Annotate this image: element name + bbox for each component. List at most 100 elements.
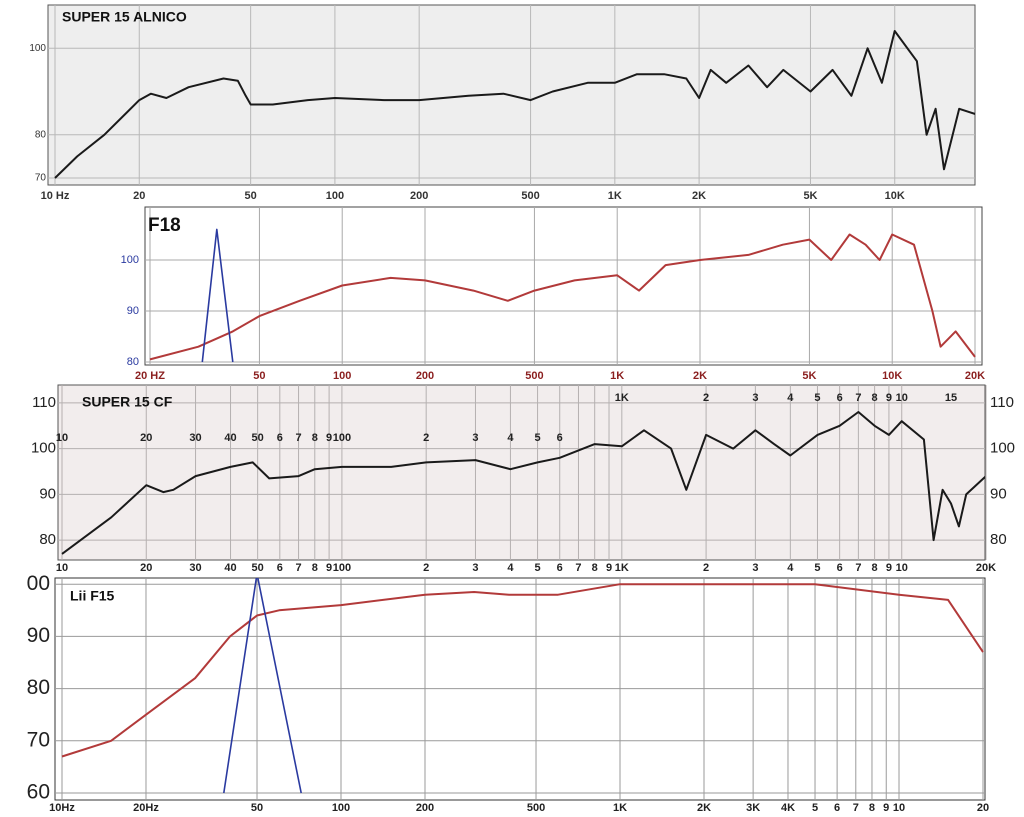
x-tick-label: 9: [883, 802, 889, 814]
x-tick-label: 5: [535, 562, 541, 574]
x-tick-label: 4: [787, 562, 794, 574]
x-tick-label: 500: [521, 190, 539, 202]
x-tick-label: 20 HZ: [135, 370, 165, 382]
y-tick-label: 60: [27, 781, 50, 804]
x2-tick-label: 10: [896, 392, 908, 404]
x2-tick-label: 6: [557, 432, 563, 444]
x-tick-label: 20: [140, 562, 152, 574]
plot-background: [57, 384, 986, 561]
x-tick-label: 2: [423, 562, 429, 574]
y-tick-label: 80: [39, 531, 56, 548]
x-tick-label: 8: [592, 562, 598, 574]
x-tick-label: 200: [416, 370, 434, 382]
y2-tick-label: 90: [990, 485, 1007, 502]
x-tick-label: 7: [295, 562, 301, 574]
x2-tick-label: 20: [140, 432, 152, 444]
x-tick-label: 40: [224, 562, 236, 574]
x2-tick-label: 5: [535, 432, 541, 444]
x-tick-label: 100: [333, 370, 351, 382]
series-line: [61, 583, 984, 758]
x-tick-label: 6: [834, 802, 840, 814]
x-tick-label: 20Hz: [133, 802, 159, 814]
y-tick-label: 00: [27, 572, 50, 595]
plot-background: [144, 206, 983, 366]
x-tick-label: 50: [245, 190, 257, 202]
x-tick-label: 20: [133, 190, 145, 202]
x-tick-label: 10 Hz: [41, 190, 70, 202]
x-tick-label: 9: [326, 562, 332, 574]
series-line: [149, 233, 976, 361]
y2-tick-label: 80: [990, 531, 1007, 548]
chart-title: Lii F15: [70, 588, 115, 604]
y-tick-label: 90: [127, 305, 139, 317]
x-tick-label: 2K: [693, 370, 707, 382]
x-tick-label: 20: [977, 802, 989, 814]
x2-tick-label: 3: [472, 432, 478, 444]
x-tick-label: 3: [752, 562, 758, 574]
y-tick-label: 80: [35, 129, 47, 140]
x-tick-label: 5K: [803, 190, 817, 202]
y-tick-label: 110: [32, 394, 56, 411]
x-tick-label: 7: [575, 562, 581, 574]
x-tick-label: 6: [557, 562, 563, 574]
series-line: [201, 228, 234, 363]
x-tick-label: 8: [872, 562, 878, 574]
x-tick-label: 20K: [965, 370, 985, 382]
x2-tick-label: 7: [855, 392, 861, 404]
x-tick-label: 2: [703, 562, 709, 574]
x2-tick-label: 2: [703, 392, 709, 404]
y-tick-label: 100: [121, 254, 139, 266]
x-tick-label: 500: [525, 370, 543, 382]
x-tick-label: 20K: [976, 562, 996, 574]
chart-title: SUPER 15 ALNICO: [62, 9, 187, 25]
x-tick-label: 1K: [613, 802, 627, 814]
x-tick-label: 2K: [697, 802, 711, 814]
x2-tick-label: 5: [814, 392, 820, 404]
x-tick-label: 100: [332, 802, 350, 814]
x2-tick-label: 9: [886, 392, 892, 404]
x2-tick-label: 6: [837, 392, 843, 404]
x-tick-label: 9: [606, 562, 612, 574]
x-tick-label: 3K: [746, 802, 760, 814]
x-tick-label: 7: [855, 562, 861, 574]
x2-tick-label: 30: [189, 432, 201, 444]
x-tick-label: 50: [251, 802, 263, 814]
x-tick-label: 500: [527, 802, 545, 814]
x-tick-label: 10Hz: [49, 802, 75, 814]
x-tick-label: 4: [507, 562, 514, 574]
series-line: [223, 578, 302, 794]
x-tick-label: 200: [416, 802, 434, 814]
x-tick-label: 4K: [781, 802, 795, 814]
series-line: [61, 411, 985, 555]
x2-tick-label: 8: [872, 392, 878, 404]
y-tick-label: 80: [27, 676, 50, 699]
chart-title: F18: [148, 215, 181, 236]
x-tick-label: 200: [410, 190, 428, 202]
x-tick-label: 50: [253, 370, 265, 382]
x-tick-label: 5: [812, 802, 818, 814]
x2-tick-label: 8: [312, 432, 318, 444]
x2-tick-label: 9: [326, 432, 332, 444]
x2-tick-label: 1K: [615, 392, 629, 404]
x2-tick-label: 15: [945, 392, 957, 404]
x2-tick-label: 10: [56, 432, 68, 444]
y-tick-label: 90: [27, 624, 50, 647]
x-tick-label: 5K: [802, 370, 816, 382]
x-tick-label: 10K: [885, 190, 905, 202]
x-tick-label: 6: [277, 562, 283, 574]
y-tick-label: 70: [35, 173, 47, 184]
x-tick-label: 30: [189, 562, 201, 574]
x-tick-label: 10: [56, 562, 68, 574]
y-tick-label: 90: [39, 485, 56, 502]
x-tick-label: 10K: [882, 370, 902, 382]
x2-tick-label: 100: [333, 432, 351, 444]
x2-tick-label: 3: [752, 392, 758, 404]
x-tick-label: 6: [837, 562, 843, 574]
x2-tick-label: 6: [277, 432, 283, 444]
series-line: [54, 30, 975, 179]
x-tick-label: 100: [333, 562, 351, 574]
y-tick-label: 80: [127, 356, 139, 368]
y2-tick-label: 100: [990, 440, 1015, 457]
x2-tick-label: 2: [423, 432, 429, 444]
